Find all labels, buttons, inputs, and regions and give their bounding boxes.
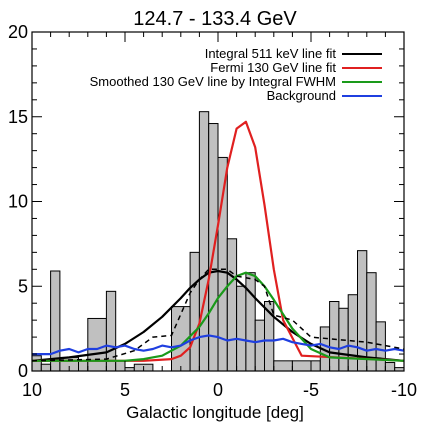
histogram-bar: [366, 272, 377, 372]
x-axis-label: Galactic longitude [deg]: [126, 403, 304, 422]
chart-title: 124.7 - 133.4 GeV: [133, 8, 297, 30]
x-tick-label: 5: [120, 380, 130, 400]
histogram-bar: [254, 319, 265, 372]
histogram: [31, 111, 405, 372]
y-tick-label: 15: [8, 107, 28, 127]
x-tick-label: 0: [213, 380, 223, 400]
legend-label: Fermi 130 GeV line fit: [210, 60, 336, 75]
histogram-bar: [329, 301, 340, 372]
histogram-bar: [198, 111, 210, 372]
tick-labels: 10 5 0 -5 -10 0 5 10 15 20: [8, 22, 417, 400]
histogram-bar: [87, 317, 107, 372]
legend-label: Smoothed 130 GeV line by Integral FWHM: [90, 74, 336, 89]
histogram-bar: [115, 360, 126, 372]
legend-label: Background: [267, 88, 336, 103]
x-tick-label: -10: [391, 380, 417, 400]
x-tick-label: -5: [303, 380, 319, 400]
histogram-bar: [384, 362, 396, 372]
x-tick-label: 10: [22, 380, 42, 400]
legend-label: Integral 511 keV line fit: [205, 46, 337, 61]
curves: [31, 120, 405, 362]
histogram-bar: [291, 360, 321, 372]
histogram-bar: [189, 251, 200, 372]
histogram-bar: [245, 272, 256, 372]
series-line-integral-511-kev-line-fit: [31, 269, 405, 362]
series-line-fermi-130-gev-line-fit: [32, 120, 405, 362]
histogram-bar: [375, 321, 386, 372]
y-tick-label: 0: [18, 361, 28, 381]
histogram-bar: [78, 360, 89, 372]
histogram-bar: [226, 238, 238, 372]
histogram-bar: [40, 363, 52, 372]
series-line-dashed: [31, 268, 405, 362]
series-line-background: [32, 334, 405, 356]
y-tick-label: 20: [8, 22, 28, 42]
histogram-bar: [50, 270, 61, 372]
series-line-smoothed-130-gev-line-by-integral-fwhm: [32, 271, 405, 362]
histogram-bar: [236, 285, 247, 372]
y-tick-label: 10: [8, 192, 28, 212]
y-tick-label: 5: [18, 276, 28, 296]
histogram-bar: [273, 360, 293, 372]
axis-ticks: [31, 31, 405, 372]
histogram-bar: [31, 355, 42, 372]
histogram-bar: [357, 250, 368, 372]
